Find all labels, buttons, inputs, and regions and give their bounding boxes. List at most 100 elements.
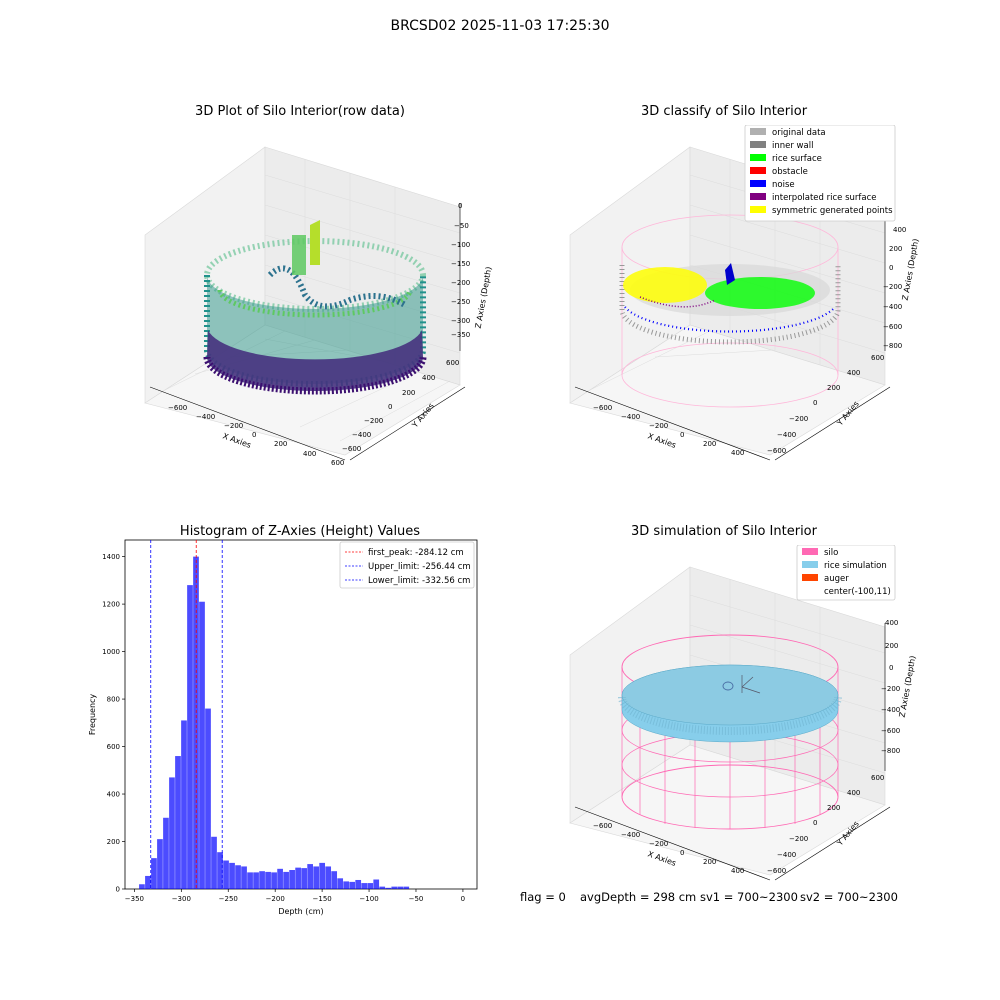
histogram-bar <box>163 817 169 889</box>
simulation-ytick: 400 <box>847 789 860 797</box>
footer-sv1: sv1 = 700~2300 <box>700 890 798 904</box>
classify-ytick: −400 <box>777 431 796 439</box>
legend-swatch-original-data <box>750 128 766 135</box>
histogram-xtick-label: 0 <box>461 895 465 903</box>
histogram-bar <box>337 878 344 889</box>
panel-title-simulation: 3D simulation of Silo Interior <box>631 524 817 539</box>
classify-ztick: −600 <box>883 323 902 331</box>
raw-zlabel: Z Axies (Depth) <box>474 266 494 329</box>
histogram-bar <box>289 870 295 889</box>
raw-ytick: 0 <box>388 403 392 411</box>
histogram-ylabel: Frequency <box>88 694 97 736</box>
classify-xtick: −400 <box>621 413 640 421</box>
histogram-bar <box>379 886 386 889</box>
legend-label: inner wall <box>772 141 813 151</box>
histogram-bar <box>301 868 307 889</box>
legend-label: first_peak: -284.12 cm <box>368 548 464 558</box>
histogram-bar <box>367 883 374 889</box>
classify-ztick: 400 <box>893 226 906 234</box>
classify-xtick: 200 <box>703 440 716 448</box>
histogram-bar <box>223 860 229 889</box>
histogram-bar <box>217 852 223 889</box>
histogram-bar <box>343 881 350 889</box>
simulation-z-ticks: 400 200 0 −200 −400 −600 −800 <box>881 619 900 755</box>
histogram-ytick-label: 1200 <box>102 601 120 609</box>
histogram-bar <box>145 875 151 889</box>
histogram-legend: first_peak: -284.12 cm Upper_limit: -256… <box>339 541 475 589</box>
raw-xtick: 600 <box>331 459 344 465</box>
classify-point-cloud <box>619 214 841 408</box>
classify-zlabel: Z Axies (Depth) <box>901 238 921 301</box>
legend-label: interpolated rice surface <box>772 193 877 203</box>
classify-xlabel: X Axies <box>646 431 677 450</box>
simulation-ytick: −400 <box>777 851 796 859</box>
raw-ytick: −400 <box>352 431 371 439</box>
histogram-bar <box>253 872 259 889</box>
simulation-ztick: −400 <box>881 706 900 714</box>
histogram-ytick-label: 400 <box>107 791 120 799</box>
classify-y-ticks: 600 400 200 0 −200 −400 −600 <box>767 354 884 455</box>
simulation-ytick: 600 <box>871 774 884 782</box>
simulation-ytick: 200 <box>827 804 840 812</box>
raw-xtick: 0 <box>252 431 256 439</box>
raw-z-ticks: 0 −50 −100 −150 −200 −250 −300 −350 <box>451 202 470 339</box>
histogram-bars <box>139 556 410 889</box>
histogram-vlines <box>150 540 223 889</box>
legend-swatch-silo <box>802 548 818 555</box>
histogram-bar <box>199 601 205 889</box>
legend-swatch-noise <box>750 180 766 187</box>
histogram-ytick-label: 0 <box>116 886 120 894</box>
raw-y-ticks: 600 400 200 0 −200 −400 −600 <box>342 359 459 453</box>
histogram-bar <box>181 720 187 889</box>
legend-swatch-interpolated <box>750 193 766 200</box>
simulation-ztick: 200 <box>885 642 898 650</box>
legend-label: symmetric generated points <box>772 206 893 216</box>
histogram-xtick-label: −350 <box>125 895 144 903</box>
raw-ytick: −200 <box>364 417 383 425</box>
histogram-ytick-label: 1400 <box>102 553 120 561</box>
histogram-bar <box>385 887 392 889</box>
classify-ytick: −600 <box>767 447 786 455</box>
raw-ztick: −300 <box>451 317 470 325</box>
histogram-xtick-label: −50 <box>409 895 424 903</box>
raw-xtick: −600 <box>168 404 187 412</box>
classify-xtick: 400 <box>731 449 744 457</box>
histogram-xtick-label: −300 <box>172 895 191 903</box>
histogram-bar <box>355 879 362 889</box>
histogram-bar <box>175 756 181 889</box>
raw-xtick: 400 <box>303 450 316 458</box>
simulation-ztick: −600 <box>881 727 900 735</box>
legend-label: center(-100,11) <box>824 587 891 597</box>
panel-title-histogram: Histogram of Z-Axies (Height) Values <box>179 524 421 539</box>
classify-ytick: 200 <box>827 384 840 392</box>
histogram-bar <box>271 872 277 889</box>
panel-title-raw: 3D Plot of Silo Interior(row data) <box>195 104 405 119</box>
simulation-xtick: −200 <box>649 840 668 848</box>
histogram-bar <box>211 836 217 889</box>
legend-swatch-symmetric <box>750 206 766 213</box>
simulation-rice-surface <box>618 664 842 743</box>
classify-pane-floor <box>569 324 886 456</box>
simulation-y-ticks: 600 400 200 0 −200 −400 −600 <box>767 774 884 875</box>
classify-ztick: 0 <box>889 264 893 272</box>
raw-ztick: −150 <box>451 260 470 268</box>
simulation-xtick: 0 <box>680 849 684 857</box>
raw-x-ticks: −600 −400 −200 0 200 400 600 <box>168 404 344 465</box>
histogram-xtick-label: −200 <box>266 895 285 903</box>
classify-xtick: 0 <box>680 431 684 439</box>
classify-ytick: −200 <box>789 415 808 423</box>
simulation-xtick: −600 <box>593 822 612 830</box>
footer-sv2: sv2 = 700~2300 <box>800 890 898 904</box>
raw-3d-plot: 0 −50 −100 −150 −200 −250 −300 −350 Z Ax… <box>144 146 494 465</box>
histogram-bar <box>295 867 301 889</box>
histogram-bar <box>265 871 271 889</box>
histogram-bar <box>241 866 247 889</box>
footer-avgdepth: avgDepth = 298 cm <box>580 890 697 904</box>
raw-xtick: 200 <box>274 440 287 448</box>
legend-label: Lower_limit: -332.56 cm <box>368 576 470 586</box>
histogram-bar <box>157 839 163 889</box>
footer-flag: flag = 0 <box>520 890 566 904</box>
histogram-xtick-label: −250 <box>219 895 238 903</box>
legend-label: original data <box>772 128 826 138</box>
histogram-bar <box>349 881 356 889</box>
